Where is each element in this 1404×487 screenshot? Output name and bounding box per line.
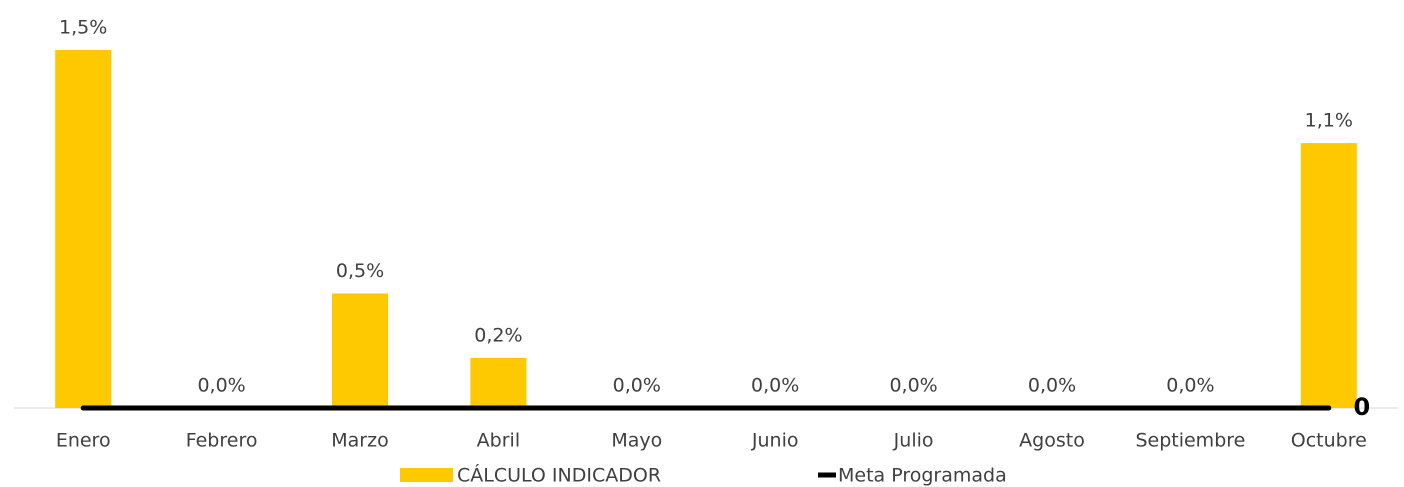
bar [470, 357, 527, 408]
data-label: 0,0% [889, 375, 937, 397]
bar [1300, 143, 1357, 408]
legend-swatch [400, 468, 453, 482]
data-label: 0,0% [197, 375, 245, 397]
x-tick-label: Octubre [1291, 430, 1367, 452]
end-label: 0 [1353, 393, 1370, 421]
data-label: 1,1% [1305, 110, 1353, 132]
data-label: 1,5% [59, 17, 107, 39]
x-tick-label: Marzo [331, 430, 388, 452]
data-label: 0,5% [336, 260, 384, 282]
legend-label: CÁLCULO INDICADOR [457, 464, 661, 487]
data-label: 0,0% [1028, 375, 1076, 397]
data-label: 0,2% [474, 324, 522, 346]
legend-label: Meta Programada [838, 465, 1007, 487]
x-tick-label: Enero [56, 430, 111, 452]
x-tick-label: Julio [893, 430, 934, 452]
data-label: 0,0% [613, 375, 661, 397]
bar [55, 50, 112, 408]
bar [332, 293, 388, 408]
x-tick-label: Febrero [186, 430, 258, 452]
x-tick-label: Mayo [611, 430, 662, 452]
x-tick-label: Abril [477, 430, 520, 452]
data-label: 0,0% [1166, 375, 1214, 397]
x-tick-label: Agosto [1019, 430, 1085, 452]
data-label: 0,0% [751, 375, 799, 397]
x-tick-label: Junio [751, 430, 799, 452]
x-tick-label: Septiembre [1135, 430, 1245, 452]
